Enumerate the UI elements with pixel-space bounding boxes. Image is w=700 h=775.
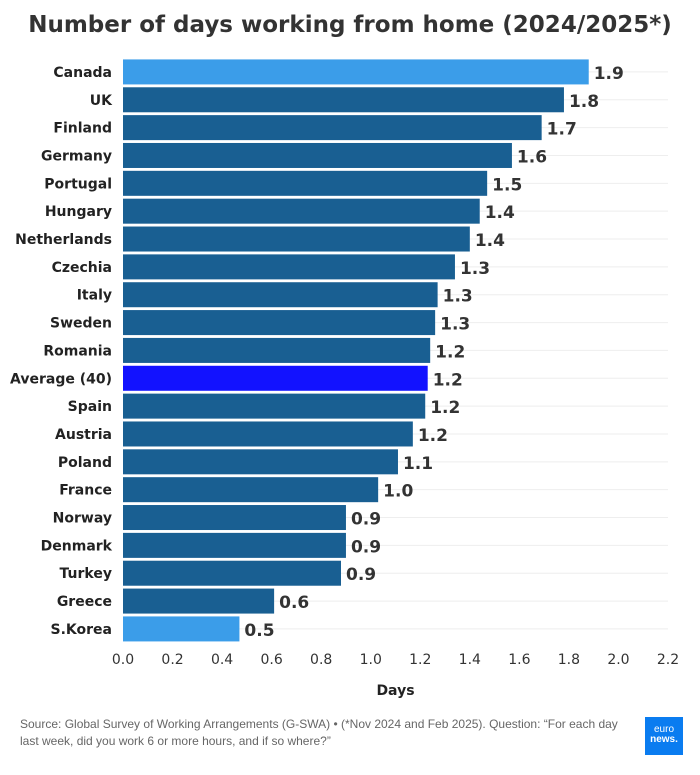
bar xyxy=(123,115,542,141)
x-axis-label: Days xyxy=(376,683,415,699)
bar xyxy=(123,226,470,252)
data-label: 0.9 xyxy=(346,565,376,585)
bar xyxy=(123,59,589,85)
category-label: Romania xyxy=(43,343,112,359)
data-label: 1.2 xyxy=(433,370,463,390)
bar xyxy=(123,170,488,196)
data-label: 1.9 xyxy=(594,64,624,84)
bar xyxy=(123,198,480,224)
category-label: Average (40) xyxy=(10,371,112,387)
category-label: Hungary xyxy=(45,204,112,220)
logo-text-bottom: news. xyxy=(650,734,678,745)
bar xyxy=(123,505,346,531)
logo-text-top: euro xyxy=(653,724,674,735)
bar-chart: Canada 1.9 UK 1.8 Finland 1.7 Germany 1.6 Portug… xyxy=(10,59,679,668)
data-label: 1.3 xyxy=(440,315,470,335)
data-label: 1.3 xyxy=(460,259,490,279)
data-label: 1.2 xyxy=(435,342,465,362)
data-label: 1.3 xyxy=(443,287,473,307)
x-tick-label: 1.2 xyxy=(409,652,431,668)
category-label: Sweden xyxy=(50,316,112,332)
x-tick-label: 1.0 xyxy=(360,652,382,668)
bar xyxy=(123,560,341,586)
bar xyxy=(123,310,436,336)
category-label: Austria xyxy=(55,427,112,443)
category-label: Greece xyxy=(57,594,112,610)
category-label: Denmark xyxy=(41,538,113,554)
bar xyxy=(123,142,512,168)
category-label: UK xyxy=(90,93,113,109)
bar xyxy=(123,393,426,419)
data-label: 1.0 xyxy=(383,482,413,502)
x-tick-label: 0.8 xyxy=(310,652,332,668)
data-label: 1.2 xyxy=(430,398,460,418)
bar xyxy=(123,421,413,447)
category-label: Portugal xyxy=(44,176,112,192)
x-tick-label: 0.2 xyxy=(161,652,183,668)
category-label: Turkey xyxy=(60,566,112,582)
data-label: 0.5 xyxy=(244,621,274,641)
category-label: Spain xyxy=(68,399,112,415)
bar xyxy=(123,616,240,642)
data-label: 0.9 xyxy=(351,510,381,530)
bar xyxy=(123,477,379,503)
category-label: S.Korea xyxy=(51,622,112,638)
data-label: 1.4 xyxy=(475,231,505,251)
chart-title: Number of days working from home (2024/2… xyxy=(28,12,672,38)
category-label: Czechia xyxy=(52,260,112,276)
x-tick-label: 2.0 xyxy=(607,652,629,668)
x-tick-label: 0.6 xyxy=(261,652,283,668)
data-label: 1.8 xyxy=(569,92,599,112)
data-label: 0.6 xyxy=(279,593,309,613)
x-tick-label: 0.0 xyxy=(112,652,134,668)
bar xyxy=(123,337,431,363)
x-tick-label: 1.8 xyxy=(558,652,580,668)
data-label: 1.6 xyxy=(517,147,547,167)
data-label: 1.4 xyxy=(485,203,515,223)
bar xyxy=(123,254,455,280)
data-label: 0.9 xyxy=(351,537,381,557)
data-label: 1.7 xyxy=(547,120,577,140)
x-tick-label: 2.2 xyxy=(657,652,679,668)
category-label: Germany xyxy=(41,148,112,164)
category-label: Italy xyxy=(77,288,112,304)
bar xyxy=(123,588,275,614)
x-tick-label: 1.4 xyxy=(459,652,481,668)
bar xyxy=(123,365,428,391)
bar xyxy=(123,449,398,475)
data-label: 1.1 xyxy=(403,454,433,474)
category-label: Canada xyxy=(53,65,112,81)
category-label: Netherlands xyxy=(15,232,112,248)
euronews-logo: euro news. xyxy=(645,717,683,755)
bar xyxy=(123,532,346,558)
category-label: Poland xyxy=(58,455,112,471)
category-label: Finland xyxy=(53,121,112,137)
x-tick-label: 1.6 xyxy=(508,652,530,668)
category-label: France xyxy=(59,483,112,499)
data-label: 1.5 xyxy=(492,175,522,195)
x-tick-label: 0.4 xyxy=(211,652,233,668)
bar xyxy=(123,282,438,308)
bar xyxy=(123,87,564,113)
category-label: Norway xyxy=(53,511,112,527)
source-note: Source: Global Survey of Working Arrange… xyxy=(20,717,618,748)
data-label: 1.2 xyxy=(418,426,448,446)
